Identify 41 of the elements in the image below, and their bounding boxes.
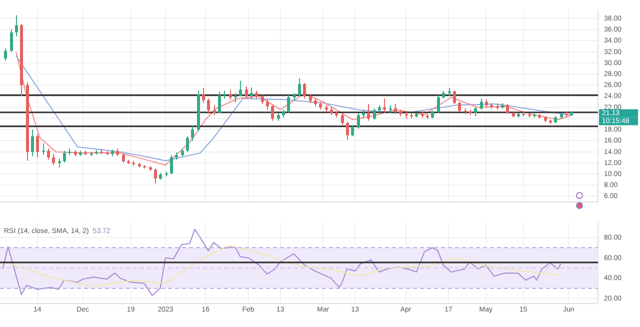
candlestick: [31, 129, 34, 157]
candlestick: [4, 48, 7, 62]
candlestick: [15, 14, 18, 37]
candlestick: [453, 90, 456, 105]
candlestick: [389, 104, 392, 114]
candlestick: [437, 94, 440, 114]
candlestick: [506, 104, 509, 115]
candlestick: [266, 99, 269, 110]
candlestick: [154, 168, 157, 184]
candlestick: [298, 78, 301, 97]
candlestick: [186, 136, 189, 152]
candlestick: [223, 90, 226, 100]
candlestick: [42, 142, 45, 156]
candlestick: [357, 112, 360, 129]
candlestick: [245, 86, 248, 100]
candlestick: [250, 86, 253, 100]
candlestick: [213, 104, 216, 116]
candlestick: [394, 104, 397, 115]
candlestick: [341, 114, 344, 126]
candlestick: [63, 150, 66, 163]
candlestick: [234, 92, 237, 103]
candlestick: [52, 154, 55, 166]
candlestick: [229, 89, 232, 100]
candlestick: [373, 108, 376, 120]
candlestick: [170, 154, 173, 175]
candlestick: [202, 87, 205, 104]
candlestick: [303, 82, 306, 100]
candlestick: [218, 91, 221, 114]
candlestick: [367, 104, 370, 122]
candlestick: [239, 80, 242, 97]
candlestick: [207, 98, 210, 115]
candlestick: [458, 101, 461, 112]
candlestick: [191, 126, 194, 142]
candlestick: [480, 98, 483, 110]
candlestick: [47, 148, 50, 160]
candlestick: [346, 121, 349, 140]
candlestick: [10, 29, 13, 52]
candlestick: [351, 124, 354, 137]
candlestick: [36, 134, 39, 158]
candlestick: [287, 94, 290, 114]
candlestick: [271, 104, 274, 122]
